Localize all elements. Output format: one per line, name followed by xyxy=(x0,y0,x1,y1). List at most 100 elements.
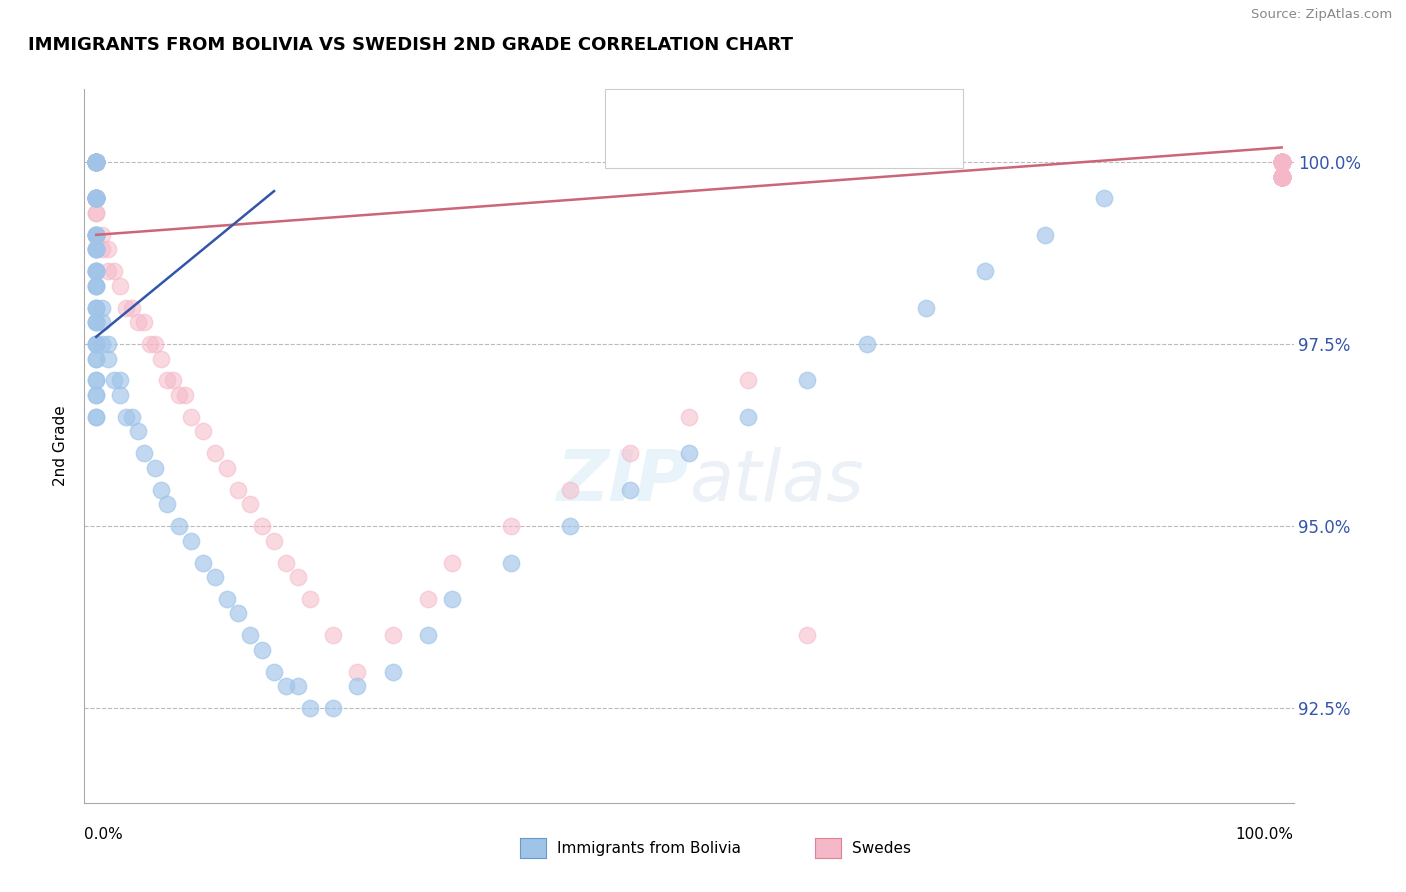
Text: N =: N = xyxy=(756,108,790,122)
Point xyxy=(84,155,107,169)
Point xyxy=(84,278,107,293)
Point xyxy=(84,278,107,293)
Point xyxy=(84,155,107,169)
Point xyxy=(1271,169,1294,184)
Point xyxy=(84,155,107,169)
Point xyxy=(274,679,297,693)
Point xyxy=(678,446,700,460)
Point xyxy=(127,425,149,439)
Point xyxy=(84,155,107,169)
Point xyxy=(84,301,107,315)
Point xyxy=(737,409,759,424)
Point xyxy=(84,155,107,169)
Point xyxy=(84,264,107,278)
Point xyxy=(191,425,214,439)
Point xyxy=(501,519,523,533)
Point xyxy=(108,388,131,402)
Point xyxy=(204,446,226,460)
Text: Immigrants from Bolivia: Immigrants from Bolivia xyxy=(557,841,741,855)
Point xyxy=(84,206,107,220)
Point xyxy=(84,191,107,205)
Point xyxy=(1271,155,1294,169)
Point xyxy=(215,591,238,606)
Point xyxy=(287,679,309,693)
Point xyxy=(1271,155,1294,169)
Point xyxy=(1271,169,1294,184)
Point xyxy=(228,483,250,497)
Point xyxy=(298,591,321,606)
Point xyxy=(1271,155,1294,169)
Point xyxy=(1271,155,1294,169)
Point xyxy=(346,679,368,693)
Point xyxy=(1271,169,1294,184)
Point xyxy=(1271,155,1294,169)
Point xyxy=(84,227,107,242)
Text: IMMIGRANTS FROM BOLIVIA VS SWEDISH 2ND GRADE CORRELATION CHART: IMMIGRANTS FROM BOLIVIA VS SWEDISH 2ND G… xyxy=(28,36,793,54)
Point xyxy=(103,374,125,388)
Point xyxy=(145,337,167,351)
Point xyxy=(263,533,285,548)
Point xyxy=(84,278,107,293)
Point xyxy=(84,191,107,205)
Point xyxy=(1271,155,1294,169)
Point xyxy=(1271,169,1294,184)
Point xyxy=(1271,169,1294,184)
Point xyxy=(84,243,107,257)
Point xyxy=(180,533,202,548)
Point xyxy=(1092,191,1115,205)
Point xyxy=(84,155,107,169)
Point xyxy=(97,337,120,351)
Point xyxy=(84,227,107,242)
Point xyxy=(84,155,107,169)
Text: Source: ZipAtlas.com: Source: ZipAtlas.com xyxy=(1251,8,1392,21)
Point xyxy=(132,446,155,460)
Point xyxy=(855,337,877,351)
Point xyxy=(191,556,214,570)
Point xyxy=(84,315,107,329)
Point xyxy=(1271,169,1294,184)
Text: atlas: atlas xyxy=(689,447,863,516)
Point xyxy=(1271,155,1294,169)
Point xyxy=(84,155,107,169)
Point xyxy=(84,374,107,388)
Point xyxy=(84,155,107,169)
Point xyxy=(381,628,404,642)
Point xyxy=(150,351,173,366)
Point xyxy=(1271,155,1294,169)
Point xyxy=(619,483,641,497)
Point xyxy=(204,570,226,584)
Text: 100.0%: 100.0% xyxy=(1236,827,1294,842)
Point xyxy=(239,628,262,642)
Point xyxy=(1271,169,1294,184)
Point xyxy=(97,351,120,366)
Point xyxy=(322,701,344,715)
Point xyxy=(1271,169,1294,184)
Point xyxy=(322,628,344,642)
Point xyxy=(84,227,107,242)
Point xyxy=(84,264,107,278)
Point xyxy=(84,315,107,329)
Point xyxy=(1271,169,1294,184)
Point xyxy=(132,315,155,329)
Point xyxy=(121,409,143,424)
Point xyxy=(84,155,107,169)
Point xyxy=(97,243,120,257)
Point xyxy=(84,191,107,205)
Point xyxy=(127,315,149,329)
Point xyxy=(91,301,114,315)
Point xyxy=(84,155,107,169)
Point xyxy=(1271,155,1294,169)
Point xyxy=(84,337,107,351)
Text: 93: 93 xyxy=(789,108,810,122)
Point xyxy=(440,556,463,570)
Point xyxy=(84,301,107,315)
Text: Swedes: Swedes xyxy=(852,841,911,855)
Point xyxy=(1271,155,1294,169)
Point xyxy=(298,701,321,715)
Point xyxy=(84,155,107,169)
Point xyxy=(167,519,190,533)
Point xyxy=(84,409,107,424)
Point xyxy=(84,243,107,257)
Point xyxy=(91,337,114,351)
Point xyxy=(84,315,107,329)
